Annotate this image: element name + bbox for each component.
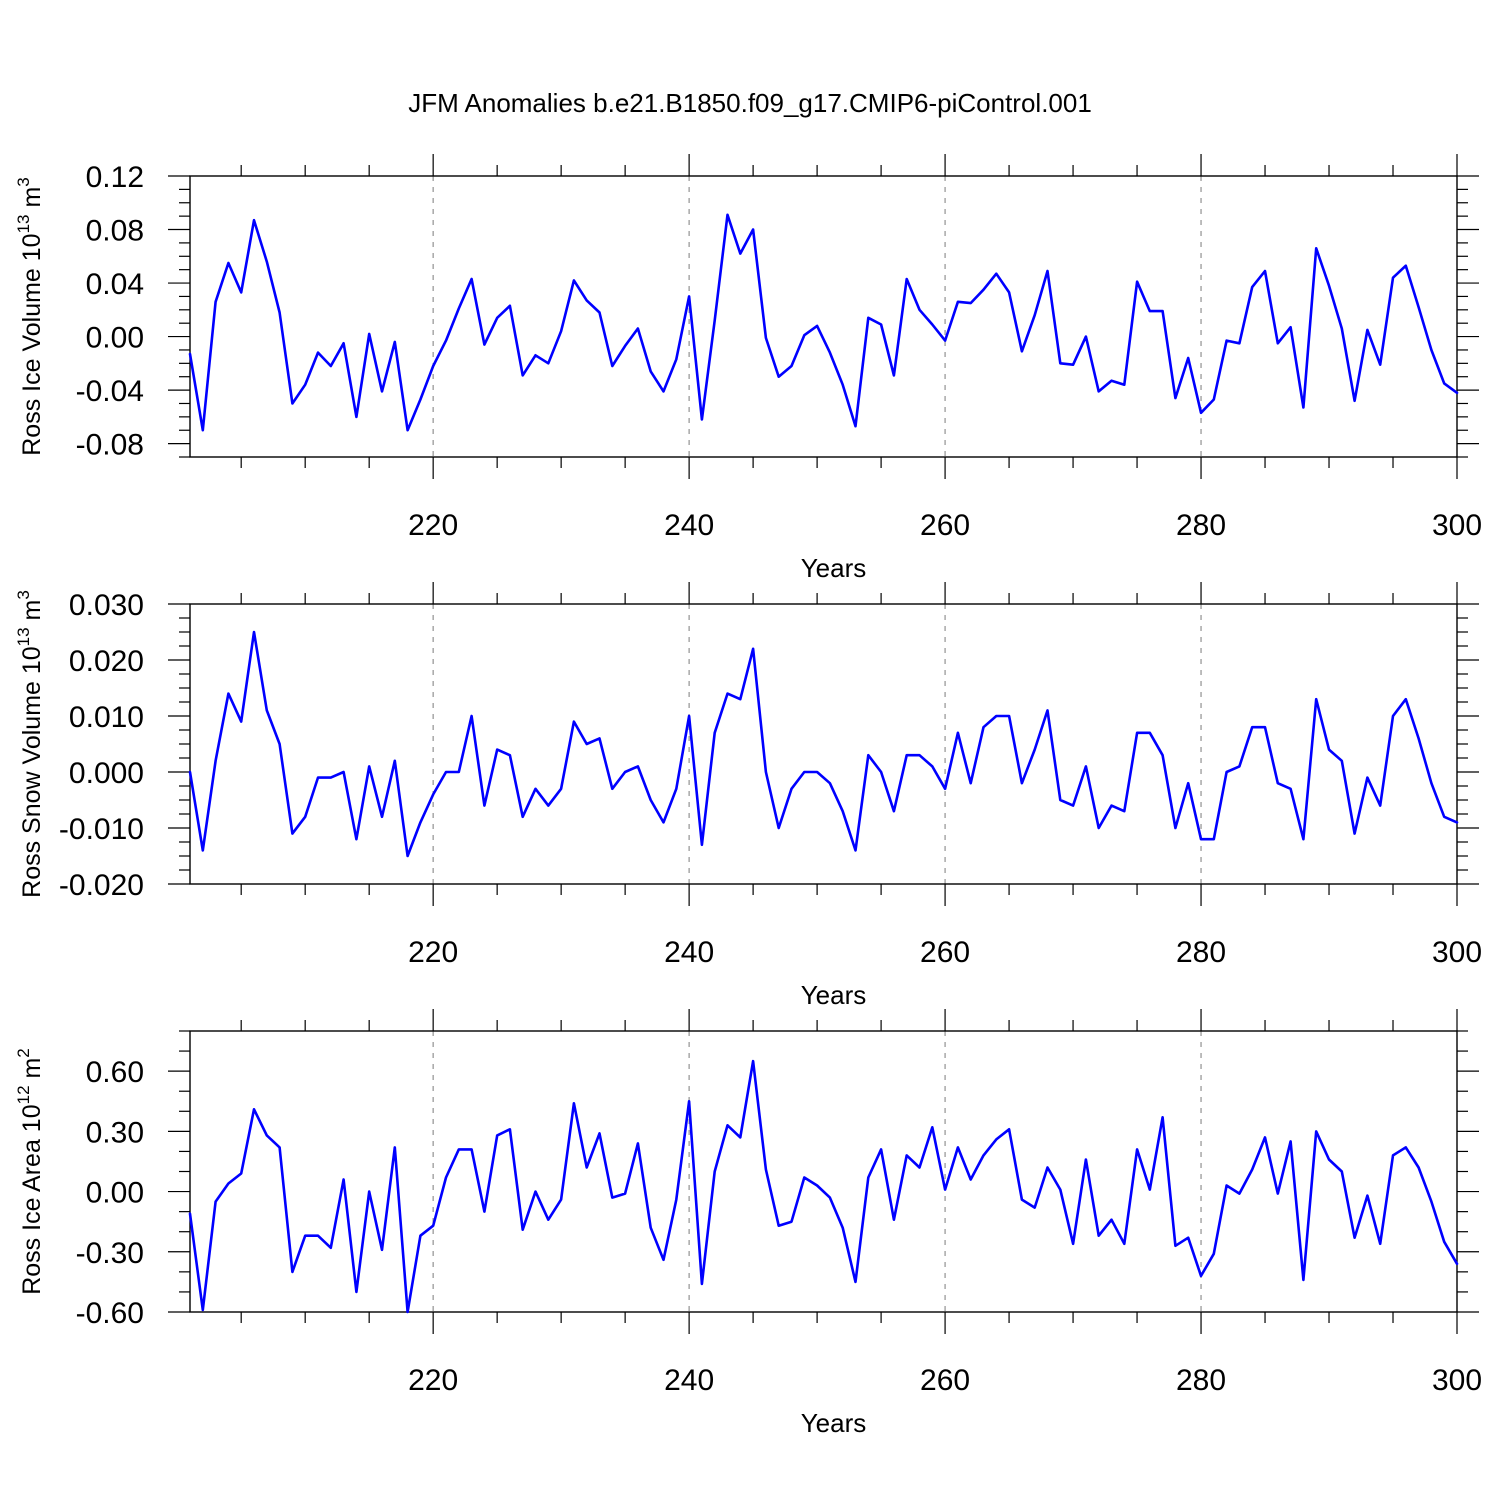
x-tick-label: 280 bbox=[1176, 1364, 1226, 1397]
panel-1: 220 240 260 280 300 0.12 0.08 0.04 0.00 -0.04 -0.0… bbox=[14, 154, 1482, 583]
y-axis-title-superscript: 13 bbox=[14, 627, 33, 646]
y-axis-title-part: Ross Snow Volume 10 bbox=[18, 646, 46, 898]
y-axis-title-superscript: 2 bbox=[14, 1048, 33, 1057]
panel-2: 220 240 260 280 300 0.030 0.020 0.010 0.000 -0.01… bbox=[14, 582, 1482, 1010]
x-axis-title: Years bbox=[801, 980, 867, 1010]
x-tick-label: 260 bbox=[920, 1364, 970, 1397]
y-axis-title-superscript: 12 bbox=[14, 1085, 33, 1104]
y-axis-title-superscript: 3 bbox=[14, 177, 33, 186]
x-tick-label: 220 bbox=[408, 1364, 458, 1397]
y-tick-label: 0.30 bbox=[86, 1116, 144, 1149]
x-tick-label: 280 bbox=[1176, 936, 1226, 969]
y-tick-label: 0.60 bbox=[86, 1056, 144, 1089]
y-axis-title-part: m bbox=[18, 600, 46, 628]
y-tick-label: 0.020 bbox=[69, 645, 144, 678]
y-tick-label: -0.04 bbox=[76, 375, 144, 408]
y-axis-title-superscript: 13 bbox=[14, 214, 33, 233]
x-tick-label: 300 bbox=[1432, 936, 1482, 969]
x-axis-title: Years bbox=[801, 1408, 867, 1438]
series-line bbox=[188, 630, 1459, 858]
x-tick-label: 220 bbox=[408, 509, 458, 542]
y-tick-label: 0.08 bbox=[86, 215, 144, 248]
series-line bbox=[188, 1059, 1459, 1314]
y-tick-label: -0.010 bbox=[59, 813, 144, 846]
plot-frame bbox=[189, 175, 1458, 458]
y-axis-title-part: m bbox=[18, 187, 46, 215]
y-tick-label: 0.00 bbox=[86, 1177, 144, 1210]
x-tick-label: 300 bbox=[1432, 509, 1482, 542]
x-tick-label: 260 bbox=[920, 509, 970, 542]
plot-frame bbox=[189, 603, 1458, 885]
series-line bbox=[188, 213, 1459, 432]
x-tick-label: 260 bbox=[920, 936, 970, 969]
y-tick-label: 0.010 bbox=[69, 701, 144, 734]
y-tick-label: -0.60 bbox=[76, 1297, 144, 1330]
panel-3: 220 240 260 280 300 0.60 0.30 0.00 -0.30 -0.60 Yea… bbox=[14, 1009, 1482, 1438]
x-tick-label: 300 bbox=[1432, 1364, 1482, 1397]
x-tick-label: 220 bbox=[408, 936, 458, 969]
y-axis-title-part: m bbox=[18, 1058, 46, 1086]
y-tick-label: 0.04 bbox=[86, 268, 144, 301]
y-axis-title-part: Ross Ice Volume 10 bbox=[18, 233, 46, 455]
x-tick-label: 280 bbox=[1176, 509, 1226, 542]
y-tick-label: 0.00 bbox=[86, 322, 144, 355]
y-tick-label: -0.30 bbox=[76, 1237, 144, 1270]
plot-frame bbox=[189, 1030, 1458, 1313]
x-tick-label: 240 bbox=[664, 1364, 714, 1397]
y-axis-title-part: Ross Ice Area 10 bbox=[18, 1104, 46, 1294]
y-axis-title-superscript: 3 bbox=[14, 590, 33, 599]
y-axis-title: Ross Ice Area 1012 m2 bbox=[14, 1048, 46, 1295]
y-tick-label: -0.08 bbox=[76, 429, 144, 462]
y-tick-label: 0.12 bbox=[86, 161, 144, 194]
x-tick-label: 240 bbox=[664, 509, 714, 542]
y-axis-title: Ross Ice Volume 1013 m3 bbox=[14, 177, 46, 456]
x-axis-title: Years bbox=[801, 553, 867, 583]
y-tick-label: 0.030 bbox=[69, 589, 144, 622]
y-axis-title: Ross Snow Volume 1013 m3 bbox=[14, 590, 46, 898]
y-tick-label: -0.020 bbox=[59, 869, 144, 902]
x-tick-label: 240 bbox=[664, 936, 714, 969]
chart-title: JFM Anomalies b.e21.B1850.f09_g17.CMIP6-… bbox=[408, 88, 1092, 118]
y-tick-label: 0.000 bbox=[69, 757, 144, 790]
